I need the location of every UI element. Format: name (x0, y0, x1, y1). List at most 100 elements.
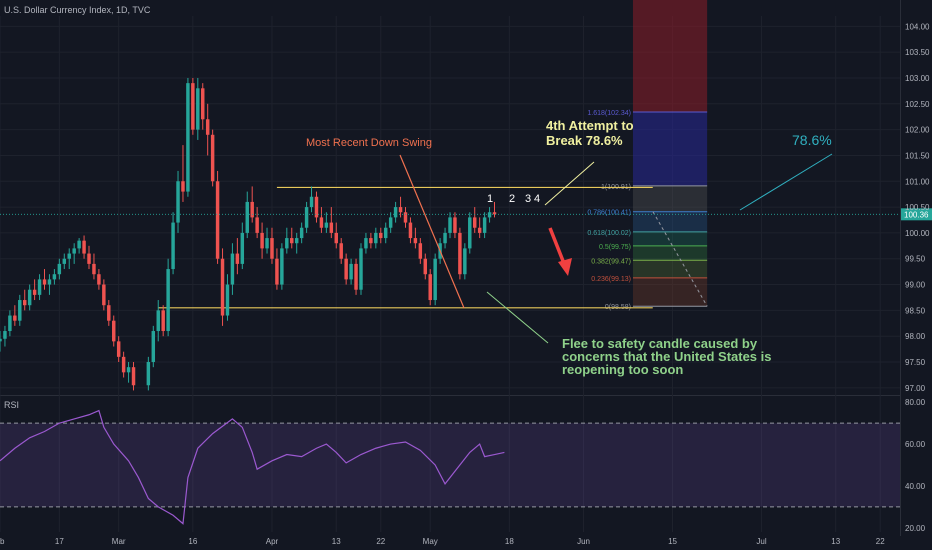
y-tick-label: 100.00 (905, 229, 930, 238)
fib-zone (632, 112, 708, 186)
fib-callout-pointer (739, 153, 833, 211)
candle (97, 274, 101, 285)
y-tick-label: 98.50 (905, 306, 926, 315)
candle (448, 217, 452, 233)
fib-callout-label: 78.6% (792, 132, 832, 148)
candle (403, 212, 408, 223)
candle (290, 238, 294, 244)
candle (27, 289, 32, 306)
y-tick-label: 98.00 (905, 332, 926, 341)
candle (161, 310, 165, 332)
candle (344, 258, 348, 280)
candle (260, 232, 264, 249)
candle (205, 119, 210, 135)
candle (47, 279, 52, 285)
x-tick-label: Mar (112, 537, 126, 546)
fib-zone (632, 260, 708, 278)
candle (458, 232, 462, 275)
candle (52, 274, 57, 280)
candle (22, 300, 27, 306)
candle (82, 240, 86, 254)
candle (181, 181, 185, 192)
candle (156, 310, 160, 332)
candle (294, 238, 299, 244)
x-tick-label: 15 (668, 537, 677, 546)
candle (18, 300, 22, 321)
candle (186, 83, 190, 192)
candle (433, 258, 437, 301)
candle (210, 134, 215, 182)
attempt-label-line2: Break 78.6% (546, 133, 623, 148)
candle (270, 238, 274, 259)
fib-level-label: 0.382(99.47) (591, 258, 631, 265)
fib-zone (632, 211, 708, 232)
candle (250, 201, 254, 218)
candle (324, 222, 329, 228)
x-tick-label: Jun (577, 537, 590, 546)
last-price-tag (901, 208, 932, 221)
candle (354, 263, 358, 290)
y-tick-label: 103.00 (905, 74, 930, 83)
candle (388, 217, 393, 228)
candle (92, 263, 96, 275)
y-tick-label: 97.00 (905, 384, 926, 393)
fib-level-label: 0.786(100.41) (587, 210, 631, 217)
candle (201, 88, 205, 120)
flee-label-line2: concerns that the United States is (562, 349, 772, 364)
flee-label-line3: reopening too soon (562, 362, 683, 377)
candle (220, 258, 225, 316)
chart-title: U.S. Dollar Currency Index, 1D, TVC (4, 5, 151, 15)
candle (482, 217, 487, 233)
candle (131, 367, 136, 386)
fib-trend-line (652, 211, 708, 307)
candle (57, 263, 62, 275)
candle (463, 248, 467, 275)
candle (107, 305, 111, 321)
candle (37, 279, 42, 295)
candle (359, 248, 363, 290)
candle (265, 238, 269, 249)
candle (309, 196, 314, 208)
candle (413, 238, 418, 244)
candle (13, 315, 17, 321)
x-tick-label: 17 (55, 537, 64, 546)
down-swing-label: Most Recent Down Swing (306, 137, 432, 149)
y-tick-label: 99.00 (905, 281, 926, 290)
candle (196, 88, 200, 130)
attempt-pointer (544, 161, 595, 206)
candle (319, 217, 324, 228)
candle (477, 227, 482, 233)
candle (255, 217, 259, 233)
candle (72, 248, 76, 254)
candle (240, 232, 245, 264)
x-tick-label: 22 (376, 537, 385, 546)
candle (121, 356, 126, 373)
candle (468, 217, 472, 249)
fib-level-label: 0.618(100.02) (587, 230, 631, 237)
flee-pointer (486, 291, 549, 344)
candle (428, 274, 432, 301)
y-tick-label: 101.50 (905, 151, 930, 160)
candle (334, 232, 338, 244)
candle (339, 243, 343, 259)
candle (285, 238, 289, 249)
candle (62, 258, 67, 264)
candle (151, 331, 156, 363)
rsi-y-tick-label: 60.00 (905, 440, 926, 449)
candle (379, 232, 383, 239)
candle (8, 315, 12, 332)
candle (369, 238, 373, 244)
fib-zone (632, 277, 708, 307)
fib-level-label: 0.236(99.13) (591, 276, 631, 283)
candle (42, 279, 47, 285)
candle (383, 227, 388, 239)
candle (329, 222, 334, 233)
candle (299, 227, 304, 239)
attempt-label-line1: 4th Attempt to (546, 118, 634, 133)
candle (102, 284, 106, 306)
x-tick-label: 13 (831, 537, 840, 546)
fib-zone (632, 231, 708, 246)
candle (364, 238, 368, 249)
down-swing-line (399, 154, 465, 309)
